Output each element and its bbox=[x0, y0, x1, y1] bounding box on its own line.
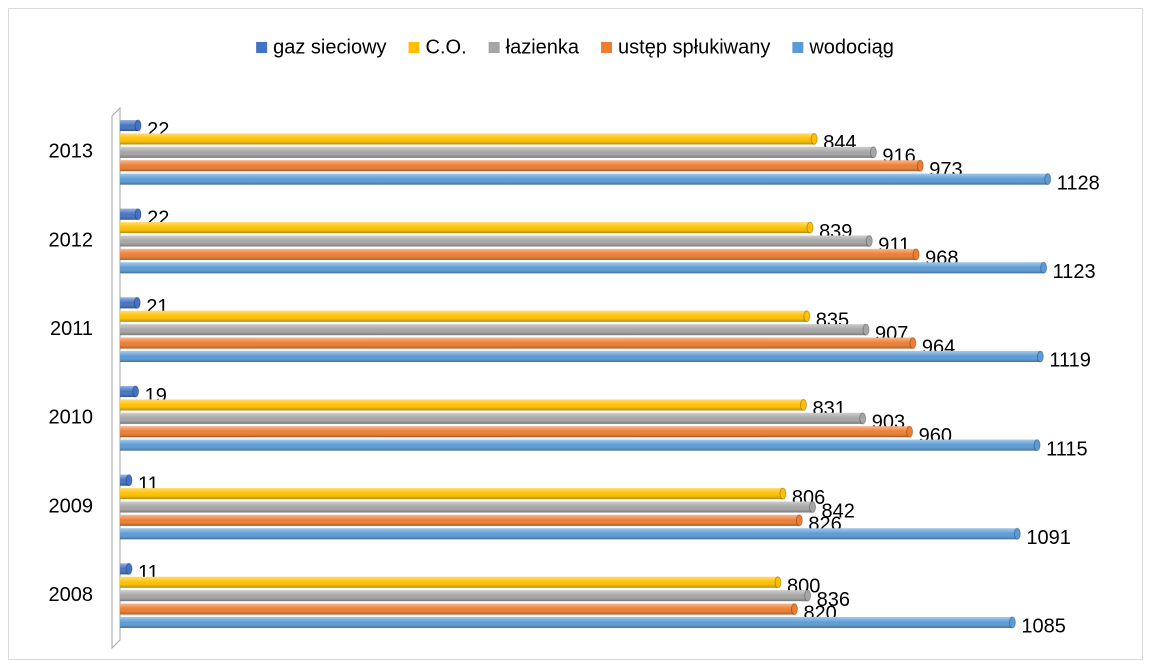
bar-cap bbox=[804, 589, 812, 602]
bar-cap bbox=[916, 159, 924, 172]
legend-label: wodociąg bbox=[808, 36, 894, 58]
y-tick-label: 2013 bbox=[49, 141, 94, 163]
bar-shade bbox=[120, 528, 1018, 540]
legend-label: C.O. bbox=[426, 36, 467, 58]
bar-shade bbox=[120, 350, 1041, 362]
bar-shade bbox=[120, 563, 130, 575]
bar-cap bbox=[799, 398, 807, 411]
bar-shade bbox=[120, 146, 874, 158]
bar-cap bbox=[865, 235, 873, 247]
data-label: 1123 bbox=[1053, 261, 1096, 283]
y-tick-label: 2009 bbox=[49, 495, 94, 517]
legend-swatch bbox=[488, 42, 500, 53]
bar-cap bbox=[134, 119, 142, 132]
bar-cap bbox=[1013, 527, 1021, 540]
legend-swatch bbox=[601, 42, 613, 53]
bar-cap bbox=[125, 562, 133, 575]
bar-shade bbox=[120, 439, 1038, 451]
bar-cap bbox=[132, 385, 140, 398]
axis-wall bbox=[111, 106, 121, 650]
legend-swatch bbox=[792, 42, 804, 53]
data-label: 1128 bbox=[1057, 172, 1100, 194]
legend: gaz sieciowy C.O. łazienka ustęp spłukiwany… bbox=[256, 36, 894, 58]
bar-cap bbox=[1036, 350, 1044, 363]
bar-shade bbox=[120, 160, 921, 172]
bar-cap bbox=[862, 323, 870, 336]
bar-cap bbox=[809, 501, 817, 513]
y-tick-label: 2011 bbox=[50, 318, 93, 340]
bar-shade bbox=[120, 474, 130, 486]
data-label: 842 bbox=[822, 500, 855, 522]
bar-cap bbox=[1044, 173, 1052, 186]
bar-shade bbox=[120, 488, 783, 500]
bar-shade bbox=[120, 590, 808, 602]
bar-cap bbox=[859, 412, 867, 425]
bar-shade bbox=[120, 576, 778, 588]
data-label: 1115 bbox=[1046, 438, 1088, 460]
legend-label: łazienka bbox=[506, 36, 580, 58]
data-label: 1085 bbox=[1021, 616, 1066, 638]
y-tick-label: 2008 bbox=[49, 584, 94, 606]
bar-cap bbox=[810, 132, 818, 145]
bar-cap bbox=[909, 337, 917, 350]
bar-shade bbox=[120, 386, 136, 398]
bar-shade bbox=[120, 412, 863, 424]
y-tick-label: 2012 bbox=[49, 229, 94, 251]
data-label: 1119 bbox=[1049, 350, 1091, 372]
bar-cap bbox=[134, 208, 142, 221]
bar-shade bbox=[120, 324, 867, 336]
legend-label: ustęp spłukiwany bbox=[618, 36, 770, 58]
bar-shade bbox=[120, 248, 917, 260]
y-tick-label: 2010 bbox=[49, 407, 94, 429]
data-label: 836 bbox=[817, 589, 850, 611]
legend-label: gaz sieciowy bbox=[273, 36, 386, 58]
bar-shade bbox=[120, 399, 804, 411]
bar-cap bbox=[779, 487, 787, 500]
bar-shade bbox=[120, 173, 1048, 185]
bar-cap bbox=[803, 310, 811, 323]
bar-cap bbox=[790, 603, 798, 616]
bar-shade bbox=[120, 337, 913, 349]
bar-shade bbox=[120, 501, 813, 513]
bar-shade bbox=[120, 603, 795, 615]
bar-shade bbox=[120, 514, 800, 526]
bar-shade bbox=[120, 616, 1013, 628]
bar-cap bbox=[806, 221, 814, 234]
bar-cap bbox=[774, 576, 782, 589]
bar-cap bbox=[795, 514, 803, 527]
bar-cap bbox=[1040, 261, 1048, 274]
bar-cap bbox=[1033, 439, 1041, 452]
bar-shade bbox=[120, 310, 807, 322]
bar-cap bbox=[906, 425, 914, 438]
bar-cap bbox=[869, 146, 877, 159]
bar-cap bbox=[1008, 616, 1016, 629]
data-label: 1091 bbox=[1026, 527, 1071, 549]
bar-shade bbox=[120, 235, 870, 247]
bar-shade bbox=[120, 262, 1044, 274]
bar-shade bbox=[120, 120, 139, 132]
bar-shade bbox=[120, 222, 811, 234]
bar-cap bbox=[912, 248, 920, 261]
bar-shade bbox=[120, 208, 139, 220]
legend-swatch bbox=[256, 42, 268, 53]
bar-shade bbox=[120, 133, 815, 145]
legend-swatch bbox=[408, 42, 420, 53]
bar-shade bbox=[120, 297, 138, 309]
bar-cap bbox=[133, 296, 141, 309]
bar-shade bbox=[120, 426, 910, 438]
bar-cap bbox=[125, 474, 133, 487]
